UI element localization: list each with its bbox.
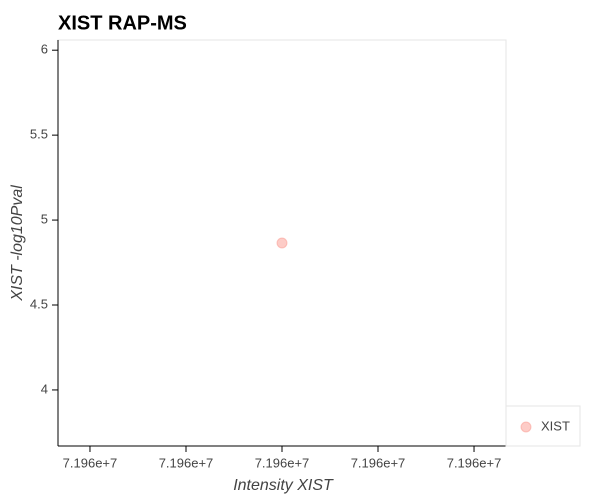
legend-box — [505, 405, 581, 447]
scatter-point — [276, 237, 288, 249]
legend-label: XIST — [541, 418, 570, 433]
x-tick-label: 7.196e+7 — [63, 455, 118, 470]
chart-title: XIST RAP-MS — [58, 12, 187, 34]
x-tick-label: 7.196e+7 — [351, 455, 406, 470]
x-tick-label: 7.196e+7 — [255, 455, 310, 470]
x-tick-label: 7.196e+7 — [159, 455, 214, 470]
x-tick-label: 7.196e+7 — [447, 455, 502, 470]
y-tick-label: 4.5 — [30, 296, 48, 311]
y-tick-label: 6 — [41, 42, 48, 57]
y-axis-label: XIST -log10Pval — [9, 185, 26, 302]
y-tick-label: 4 — [41, 381, 48, 396]
x-axis-label: Intensity XIST — [233, 477, 334, 494]
y-tick-label: 5.5 — [30, 127, 48, 142]
y-tick-label: 5 — [41, 212, 48, 227]
legend-marker — [520, 421, 532, 433]
